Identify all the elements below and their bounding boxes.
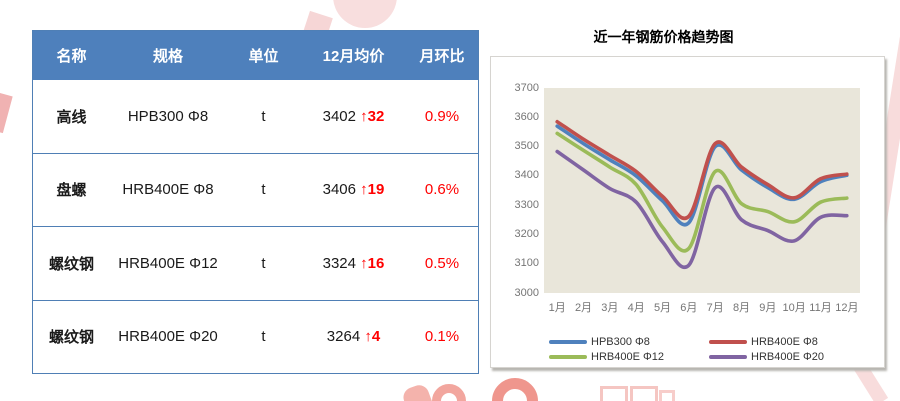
- x-axis-label: 12月: [835, 302, 859, 314]
- watermark-letter-o: [432, 384, 466, 401]
- y-axis-label: 3300: [514, 198, 539, 211]
- watermark-cjk-glyph: [659, 390, 675, 401]
- y-axis-label: 3400: [514, 169, 539, 182]
- table-body: 高线 HPB300 Φ8 t 3402 ↑32 0.9% 盘螺 HRB400E Φ8 t 340…: [33, 80, 478, 373]
- series-line: [555, 131, 849, 253]
- column-header: 月环比: [419, 48, 465, 65]
- table-row: 螺纹钢 HRB400E Φ20 t 3264 ↑4 0.1%: [33, 299, 478, 374]
- table-header-row: 名称 规格 单位 12月均价 月环比: [33, 31, 478, 80]
- chart-card: 3000 3100 3200 3300 3400 3500 3600 3700 1月 2月 3月 4月…: [490, 56, 885, 368]
- legend-label: HRB400E Φ12: [591, 351, 664, 363]
- y-axis-label: 3600: [514, 110, 539, 123]
- cell-mom: 0.5%: [424, 254, 460, 272]
- cell-spec: HPB300 Φ8: [127, 107, 209, 125]
- price-change: ↑4: [360, 328, 381, 346]
- y-axis-label: 3700: [514, 81, 539, 94]
- legend-label: HPB300 Φ8: [591, 336, 650, 348]
- y-axis-label: 3200: [514, 227, 539, 240]
- x-axis-label: 6月: [680, 302, 698, 314]
- column-header: 单位: [248, 48, 279, 65]
- x-axis-label: 9月: [759, 302, 777, 314]
- cell-price: 3406 ↑19: [301, 181, 406, 198]
- watermark-letter-blob: [400, 382, 436, 401]
- series-line: [555, 149, 849, 270]
- y-axis-label: 3000: [514, 286, 539, 299]
- cell-spec: HRB400E Φ12: [118, 254, 218, 272]
- cell-unit: t: [261, 107, 266, 125]
- legend-label: HRB400E Φ8: [751, 336, 818, 348]
- price-value: 3324: [322, 254, 356, 272]
- price-value: 3264: [326, 328, 361, 346]
- price-table: 名称 规格 单位 12月均价 月环比 高线 HPB300 Φ8 t 3402 ↑32 0.9% 盘…: [32, 30, 479, 374]
- cell-unit: t: [261, 328, 266, 346]
- x-axis-label: 5月: [653, 302, 672, 314]
- x-axis-label: 7月: [706, 302, 724, 314]
- watermark-letter-c: [492, 378, 538, 401]
- watermark-cjk-glyph: [600, 386, 628, 401]
- price-change: ↑19: [356, 181, 385, 199]
- plot-area: [544, 88, 860, 293]
- cell-price: 3264 ↑4: [301, 328, 406, 345]
- cell-mom: 0.9%: [424, 107, 460, 125]
- y-axis-label: 3100: [514, 257, 539, 270]
- series-line: [555, 119, 849, 221]
- x-axis-label: 8月: [732, 302, 751, 314]
- column-header: 12月均价: [322, 48, 385, 65]
- watermark-left-sliver: [0, 92, 13, 134]
- price-value: 3406: [322, 181, 356, 199]
- x-axis-label: 3月: [601, 302, 619, 314]
- legend-label: HRB400E Φ20: [751, 351, 824, 363]
- column-header: 规格: [152, 48, 183, 65]
- cell-price: 3402 ↑32: [301, 108, 406, 125]
- legend-marker: [709, 340, 747, 344]
- table-row: 螺纹钢 HRB400E Φ12 t 3324 ↑16 0.5%: [33, 226, 478, 300]
- price-change: ↑16: [356, 254, 385, 272]
- cell-name: 螺纹钢: [48, 255, 94, 273]
- cell-mom: 0.6%: [424, 181, 460, 199]
- cell-mom: 0.1%: [424, 328, 460, 346]
- column-header: 名称: [56, 48, 87, 65]
- y-axis-label: 3500: [514, 140, 539, 153]
- price-value: 3402: [322, 107, 356, 125]
- legend-marker: [549, 355, 587, 359]
- x-axis-label: 2月: [574, 302, 593, 314]
- cell-unit: t: [261, 181, 266, 199]
- chart-title: 近一年钢筋价格趋势图: [593, 29, 734, 45]
- legend-marker: [709, 355, 747, 359]
- price-change: ↑32: [356, 107, 385, 125]
- watermark-cjk-glyph: [630, 386, 658, 401]
- cell-price: 3324 ↑16: [301, 255, 406, 272]
- watermark-disc: [333, 0, 397, 28]
- trend-chart-svg: [555, 119, 849, 270]
- cell-name: 盘螺: [56, 182, 87, 200]
- x-axis-label: 11月: [809, 302, 832, 314]
- table-row: 高线 HPB300 Φ8 t 3402 ↑32 0.9%: [33, 80, 478, 153]
- cell-unit: t: [261, 254, 266, 272]
- cell-spec: HRB400E Φ8: [122, 181, 214, 199]
- cell-name: 螺纹钢: [48, 329, 94, 347]
- x-axis-label: 10月: [782, 302, 806, 314]
- cell-spec: HRB400E Φ20: [118, 328, 218, 346]
- cell-name: 高线: [56, 108, 87, 126]
- x-axis-label: 1月: [548, 302, 566, 314]
- table-row: 盘螺 HRB400E Φ8 t 3406 ↑19 0.6%: [33, 152, 478, 227]
- x-axis-label: 4月: [627, 302, 645, 314]
- legend-marker: [549, 340, 587, 344]
